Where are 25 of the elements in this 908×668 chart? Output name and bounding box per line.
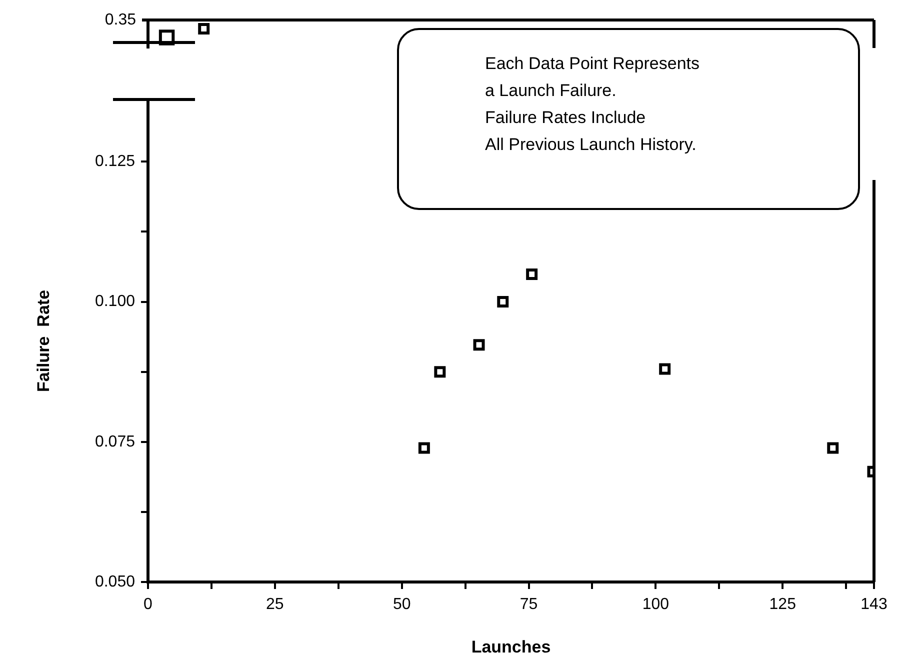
point — [434, 366, 446, 378]
annotation: All Previous Launch History. — [485, 134, 698, 156]
point — [827, 442, 839, 454]
point — [659, 363, 671, 375]
x-axis-title: Launches — [471, 637, 551, 656]
annotation: Failure Rates Include — [485, 107, 647, 129]
y-tick-label: 0.050 — [94, 573, 136, 590]
x-tick-label: 143 — [860, 596, 888, 614]
x-tick-label: 125 — [769, 596, 796, 614]
y-tick-label: 0.125 — [94, 153, 136, 170]
x-tick-label: 75 — [520, 596, 538, 614]
x-tick-label: 100 — [642, 596, 670, 614]
text: 0.35 — [104, 11, 136, 28]
point — [473, 339, 485, 351]
x-tick-label: 50 — [392, 596, 411, 614]
y-tick-label: 0.100 — [94, 293, 136, 310]
x-tick-label: 25 — [266, 596, 284, 614]
y-tick-label: 0.075 — [94, 433, 136, 450]
text: Each Data Point Represents — [485, 53, 701, 75]
x-tick-label: 0 — [144, 596, 153, 614]
y-axis-title: Failure Rate — [34, 290, 53, 392]
point — [526, 268, 538, 280]
annotation: a Launch Failure. — [485, 80, 618, 102]
point — [497, 296, 509, 308]
point — [418, 442, 430, 454]
